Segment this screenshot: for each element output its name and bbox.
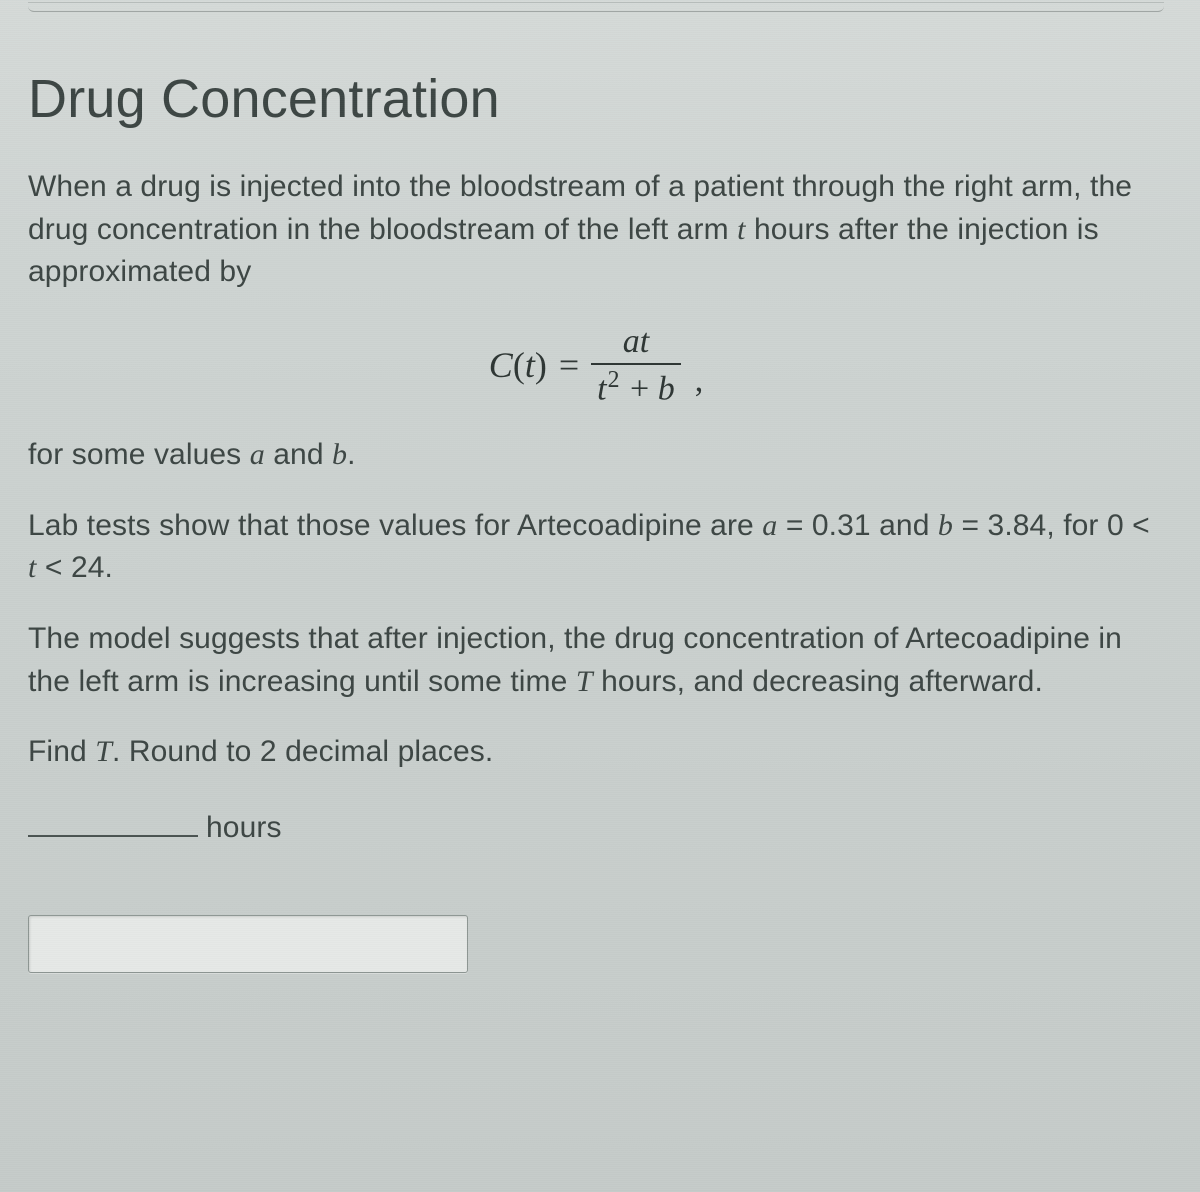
lab-between: and — [871, 509, 938, 542]
intro-paragraph: When a drug is injected into the bloodst… — [28, 166, 1164, 294]
lab-before-a: Lab tests show that those values for Art… — [28, 509, 762, 542]
lhs-C: C — [489, 345, 513, 385]
lab-var-b: b — [938, 509, 953, 542]
find-after-T: . Round to 2 decimal places. — [112, 735, 493, 768]
lt1: < — [1124, 509, 1150, 542]
lab-values-paragraph: Lab tests show that those values for Art… — [28, 505, 1164, 590]
lab-after: , for — [1046, 509, 1107, 542]
model-paragraph: The model suggests that after injection,… — [28, 618, 1164, 703]
var-t: t — [737, 213, 745, 246]
top-divider — [28, 2, 1164, 12]
lt2: < — [36, 551, 71, 584]
answer-blank — [28, 802, 198, 837]
formula-lhs: C(t) — [489, 344, 547, 386]
and-1: and — [265, 438, 332, 471]
den-sup: 2 — [608, 367, 620, 393]
find-paragraph: Find T. Round to 2 decimal places. — [28, 731, 1164, 774]
answer-line: hours — [28, 802, 1164, 850]
val-a: 0.31 — [812, 509, 871, 542]
formula-block: C(t) = at t2 + b , — [28, 322, 1164, 409]
eq-a: = — [777, 509, 812, 542]
den-plus: + — [622, 370, 658, 407]
num-t: t — [640, 323, 649, 360]
hours-label: hours — [206, 811, 282, 844]
var-T-2: T — [95, 735, 112, 768]
den-b: b — [658, 370, 675, 407]
lhs-t: t — [525, 345, 535, 385]
question-card: Drug Concentration When a drug is inject… — [0, 0, 1200, 1192]
num-a: a — [623, 323, 640, 360]
formula-fraction: at t2 + b — [591, 322, 681, 409]
find-before-T: Find — [28, 735, 95, 768]
formula-eq: = — [559, 344, 579, 386]
period-2: . — [105, 551, 113, 584]
formula: C(t) = at t2 + b , — [489, 322, 703, 409]
period-1: . — [347, 438, 355, 471]
var-a: a — [250, 438, 265, 471]
lhs-open: ( — [513, 345, 525, 385]
answer-input[interactable] — [28, 915, 468, 973]
formula-comma: , — [695, 362, 704, 408]
val-b: 3.84 — [988, 509, 1047, 542]
lhs-close: ) — [535, 345, 547, 385]
page-title: Drug Concentration — [28, 68, 1164, 130]
var-b: b — [332, 438, 347, 471]
range-end: 24 — [71, 551, 105, 584]
model-after-T: hours, and decreasing afterward. — [593, 665, 1043, 698]
range-zero: 0 — [1107, 509, 1124, 542]
for-values-prefix: for some values — [28, 438, 250, 471]
den-t: t — [597, 370, 606, 407]
for-values-paragraph: for some values a and b. — [28, 434, 1164, 477]
lab-var-a: a — [762, 509, 777, 542]
fraction-numerator: at — [617, 322, 655, 363]
eq-b: = — [953, 509, 988, 542]
fraction-denominator: t2 + b — [591, 365, 681, 408]
var-T-1: T — [576, 665, 593, 698]
